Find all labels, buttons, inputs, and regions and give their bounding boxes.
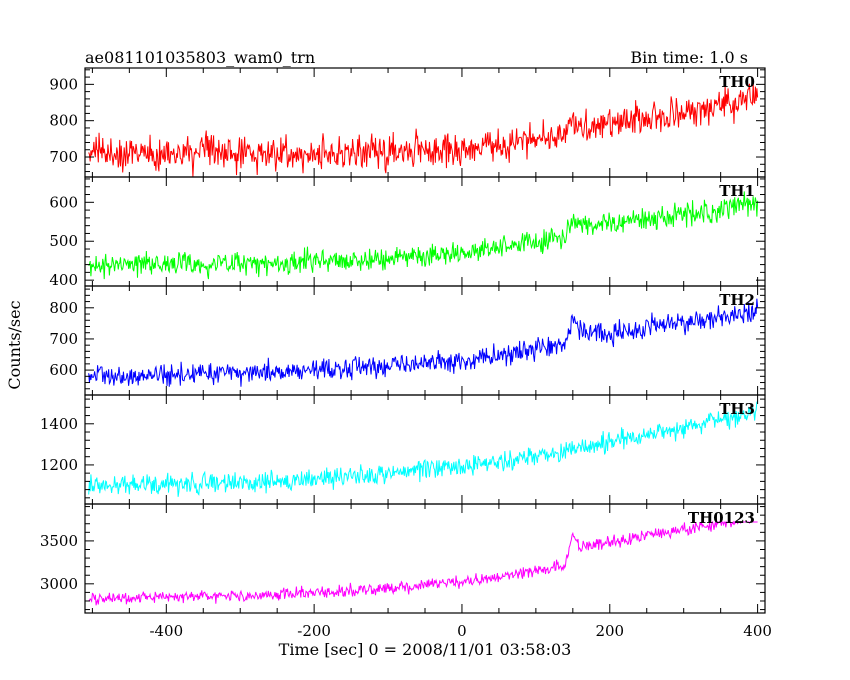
series-line-th2	[88, 298, 759, 387]
panel-th1: 400 500 600 TH1	[49, 176, 766, 289]
y-tick-label: 1400	[40, 415, 78, 433]
x-tick-label: 400	[743, 622, 772, 640]
series-name-th1: TH1	[719, 182, 755, 200]
panel-th2: 600 700 800 TH2	[49, 285, 766, 396]
y-tick-label: 700	[49, 148, 78, 166]
x-tick-label: -400	[149, 622, 183, 640]
y-tick-label: 600	[49, 361, 78, 379]
series-name-th2: TH2	[719, 291, 755, 309]
panel-frame	[84, 176, 766, 287]
y-tick-label: 600	[49, 193, 78, 211]
y-tick-label: 400	[49, 271, 78, 289]
series-name-th3: TH3	[719, 400, 755, 418]
y-tick-label: 700	[49, 330, 78, 348]
panel-frame	[84, 67, 766, 178]
y-tick-label: 3500	[40, 532, 78, 550]
series-line-th0	[88, 82, 759, 177]
x-tick-label: 200	[595, 622, 624, 640]
y-tick-label: 1200	[40, 456, 78, 474]
panel-frame	[84, 285, 766, 396]
panel-th0123: 3000 3500 TH0123	[40, 503, 766, 614]
x-tick-label: -200	[297, 622, 331, 640]
series-line-th1	[88, 191, 759, 280]
series-name-th0: TH0	[719, 73, 755, 91]
series-name-th0123: TH0123	[688, 509, 755, 527]
x-tick-label: 0	[457, 622, 467, 640]
panel-th0: 700 800 900 TH0	[49, 67, 766, 178]
y-tick-label: 800	[49, 112, 78, 130]
x-axis-label: Time [sec] 0 = 2008/11/01 03:58:03	[279, 640, 572, 659]
y-tick-label: 900	[49, 75, 78, 93]
figure-title: ae081101035803_wam0_trn	[85, 48, 315, 67]
panels: 700 800 900 TH0 400 500 600 TH1 600 700 800 TH2 1200…	[40, 67, 772, 640]
bin-time-label: Bin time: 1.0 s	[630, 48, 748, 67]
y-tick-label: 500	[49, 232, 78, 250]
panel-th3: 1200 1400 TH3	[40, 394, 766, 505]
y-tick-label: 800	[49, 299, 78, 317]
series-line-th0123	[88, 520, 758, 606]
y-axis-label: Counts/sec	[5, 300, 24, 389]
y-tick-label: 3000	[40, 575, 78, 593]
series-line-th3	[88, 400, 758, 497]
